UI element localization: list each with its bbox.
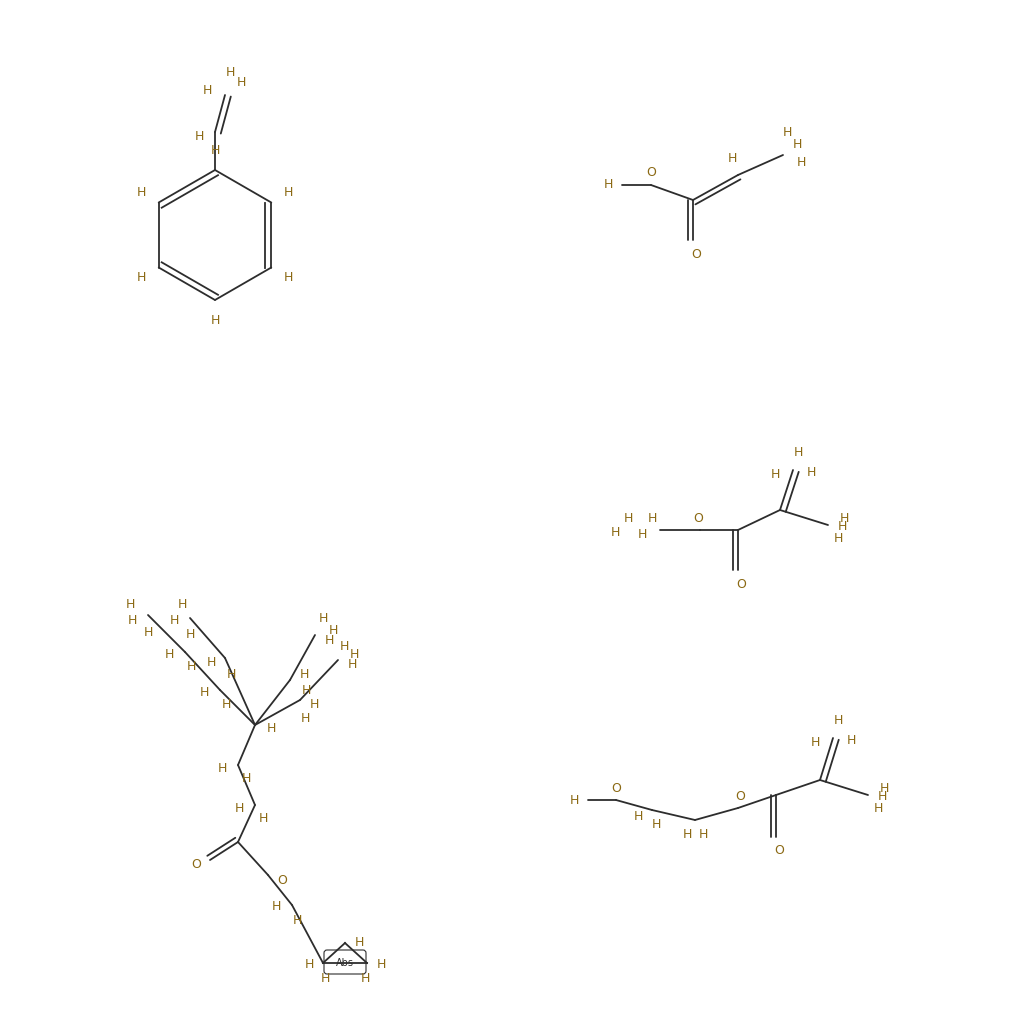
Text: O: O	[735, 789, 744, 803]
Text: H: H	[354, 937, 364, 950]
Text: H: H	[210, 314, 219, 326]
Text: H: H	[793, 445, 802, 458]
Text: H: H	[225, 66, 234, 79]
Text: O: O	[610, 781, 621, 795]
Text: H: H	[318, 613, 327, 626]
Text: H: H	[878, 782, 888, 796]
Text: O: O	[773, 844, 784, 858]
Text: H: H	[872, 803, 881, 816]
Text: H: H	[300, 711, 310, 724]
Text: H: H	[164, 648, 173, 661]
Text: H: H	[348, 648, 359, 661]
Text: H: H	[651, 818, 660, 830]
Text: H: H	[292, 914, 302, 928]
Text: H: H	[199, 687, 209, 699]
Text: O: O	[645, 167, 655, 180]
Text: H: H	[206, 656, 215, 670]
Text: H: H	[727, 152, 736, 166]
Text: H: H	[304, 958, 314, 971]
Text: H: H	[137, 271, 146, 284]
Text: O: O	[736, 577, 745, 590]
Text: H: H	[647, 511, 656, 524]
Text: H: H	[195, 130, 204, 143]
Text: H: H	[623, 511, 632, 524]
Text: H: H	[169, 615, 178, 628]
Text: H: H	[833, 532, 842, 546]
Text: H: H	[846, 735, 855, 748]
Text: H: H	[271, 900, 280, 913]
Text: H: H	[839, 512, 848, 525]
Text: H: H	[837, 520, 846, 533]
Text: H: H	[682, 827, 691, 840]
Text: H: H	[347, 658, 357, 672]
Text: H: H	[258, 813, 267, 825]
Text: H: H	[360, 972, 369, 986]
Text: H: H	[125, 598, 135, 612]
Text: H: H	[242, 772, 251, 785]
Text: H: H	[809, 737, 819, 750]
Text: H: H	[769, 468, 779, 482]
Text: H: H	[226, 668, 235, 681]
Text: H: H	[324, 634, 333, 646]
Text: H: H	[283, 271, 293, 284]
Text: H: H	[185, 629, 195, 641]
Text: H: H	[202, 83, 212, 97]
Text: H: H	[177, 597, 186, 611]
Text: H: H	[283, 186, 293, 199]
Text: H: H	[782, 127, 791, 139]
Text: H: H	[637, 527, 646, 541]
Text: H: H	[339, 639, 348, 652]
Text: H: H	[792, 138, 801, 151]
Text: H: H	[186, 660, 196, 674]
Text: O: O	[277, 874, 286, 887]
Text: H: H	[144, 627, 153, 639]
Text: H: H	[876, 790, 886, 804]
Text: H: H	[806, 465, 815, 479]
Text: H: H	[266, 721, 275, 735]
Text: H: H	[328, 624, 337, 636]
Text: H: H	[127, 614, 137, 627]
Text: H: H	[698, 827, 707, 840]
Text: H: H	[569, 793, 578, 807]
Text: O: O	[191, 859, 201, 872]
Text: H: H	[609, 526, 620, 539]
FancyBboxPatch shape	[324, 950, 366, 974]
Text: H: H	[833, 713, 842, 726]
Text: Abs: Abs	[335, 958, 354, 968]
Text: O: O	[691, 248, 700, 260]
Text: H: H	[602, 179, 612, 191]
Text: H: H	[320, 972, 329, 986]
Text: O: O	[692, 511, 702, 524]
Text: H: H	[309, 699, 318, 711]
Text: H: H	[376, 958, 385, 971]
Text: H: H	[210, 143, 219, 156]
Text: H: H	[299, 669, 309, 682]
Text: H: H	[633, 810, 642, 823]
Text: H: H	[301, 684, 311, 697]
Text: H: H	[236, 76, 246, 89]
Text: H: H	[221, 699, 230, 711]
Text: H: H	[234, 802, 244, 815]
Text: H: H	[217, 762, 226, 774]
Text: H: H	[796, 156, 805, 170]
Text: H: H	[137, 186, 146, 199]
